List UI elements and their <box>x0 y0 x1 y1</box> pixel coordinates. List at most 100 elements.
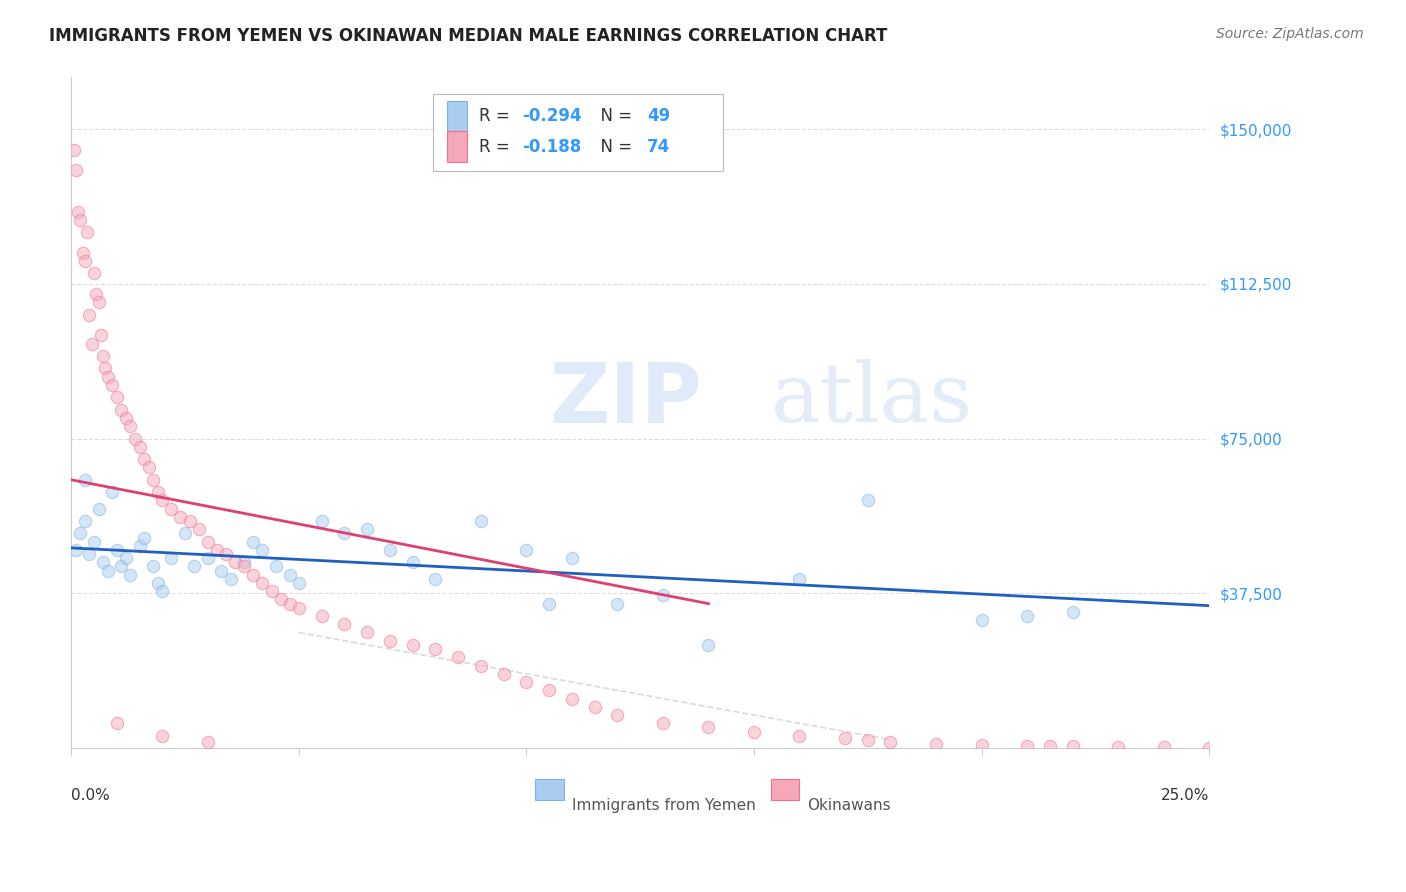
Point <box>879 735 901 749</box>
Point <box>115 411 138 425</box>
Point <box>356 625 378 640</box>
Point <box>128 440 150 454</box>
Point <box>470 514 492 528</box>
Point <box>1153 740 1175 755</box>
Point <box>120 419 142 434</box>
Text: IMMIGRANTS FROM YEMEN VS OKINAWAN MEDIAN MALE EARNINGS CORRELATION CHART: IMMIGRANTS FROM YEMEN VS OKINAWAN MEDIAN… <box>49 27 887 45</box>
Point <box>561 691 583 706</box>
Point <box>97 369 120 384</box>
Point <box>538 597 561 611</box>
Point <box>110 402 132 417</box>
Point <box>260 584 283 599</box>
Text: ZIP: ZIP <box>550 359 702 440</box>
Point <box>79 308 101 322</box>
Point <box>105 716 128 731</box>
Point <box>583 699 606 714</box>
Point <box>73 514 96 528</box>
Text: 0.0%: 0.0% <box>72 789 110 804</box>
Point <box>150 493 173 508</box>
Point <box>1062 605 1084 619</box>
FancyBboxPatch shape <box>770 779 800 800</box>
Point <box>187 522 209 536</box>
Point <box>333 526 356 541</box>
Text: Okinawans: Okinawans <box>807 798 891 814</box>
Text: 49: 49 <box>647 107 671 126</box>
Point <box>142 473 165 487</box>
Point <box>789 729 811 743</box>
Point <box>378 633 401 648</box>
Point <box>146 576 169 591</box>
Point <box>264 559 287 574</box>
Point <box>91 349 114 363</box>
Point <box>651 716 673 731</box>
Point <box>138 460 160 475</box>
Point <box>183 559 205 574</box>
Text: atlas: atlas <box>770 359 973 440</box>
Point <box>142 559 165 574</box>
Point <box>67 204 90 219</box>
Point <box>94 361 117 376</box>
Point <box>115 551 138 566</box>
Point <box>697 720 720 734</box>
Point <box>132 531 155 545</box>
Point <box>197 551 219 566</box>
Text: N =: N = <box>591 107 637 126</box>
Text: R =: R = <box>478 137 515 155</box>
Point <box>378 543 401 558</box>
Point <box>91 555 114 569</box>
Point <box>69 212 91 227</box>
Point <box>606 708 628 723</box>
Point <box>219 572 242 586</box>
Point <box>742 724 765 739</box>
Point <box>128 539 150 553</box>
Point <box>651 588 673 602</box>
Point <box>856 732 879 747</box>
Point <box>79 547 101 561</box>
Point <box>83 534 105 549</box>
Text: Source: ZipAtlas.com: Source: ZipAtlas.com <box>1216 27 1364 41</box>
Point <box>90 328 112 343</box>
Point <box>101 377 124 392</box>
Point <box>73 254 96 268</box>
Point <box>288 576 311 591</box>
Text: N =: N = <box>591 137 637 155</box>
Point <box>209 564 232 578</box>
Point <box>65 543 87 558</box>
Point <box>288 600 311 615</box>
Point <box>205 543 228 558</box>
Point <box>87 501 110 516</box>
Point <box>72 245 94 260</box>
Text: 25.0%: 25.0% <box>1161 789 1209 804</box>
Text: 74: 74 <box>647 137 671 155</box>
Point <box>447 650 470 665</box>
Point <box>242 567 264 582</box>
Point <box>333 617 356 632</box>
Point <box>1198 740 1220 755</box>
Point <box>278 597 301 611</box>
Point <box>160 501 183 516</box>
FancyBboxPatch shape <box>433 95 723 171</box>
Point <box>1015 609 1038 624</box>
Point <box>169 510 191 524</box>
Point <box>834 731 856 745</box>
Point <box>197 735 219 749</box>
Point <box>197 534 219 549</box>
Point <box>311 514 333 528</box>
Point <box>606 597 628 611</box>
Point <box>970 613 993 627</box>
Point <box>87 295 110 310</box>
FancyBboxPatch shape <box>536 779 564 800</box>
Point <box>425 642 447 657</box>
Point <box>1062 739 1084 754</box>
Point <box>69 526 91 541</box>
Point <box>278 567 301 582</box>
Point <box>110 559 132 574</box>
Point <box>105 543 128 558</box>
Point <box>515 543 537 558</box>
Text: -0.188: -0.188 <box>522 137 581 155</box>
Point <box>1015 739 1038 753</box>
Point <box>146 485 169 500</box>
Point <box>233 559 256 574</box>
Point <box>538 683 561 698</box>
Point <box>179 514 201 528</box>
